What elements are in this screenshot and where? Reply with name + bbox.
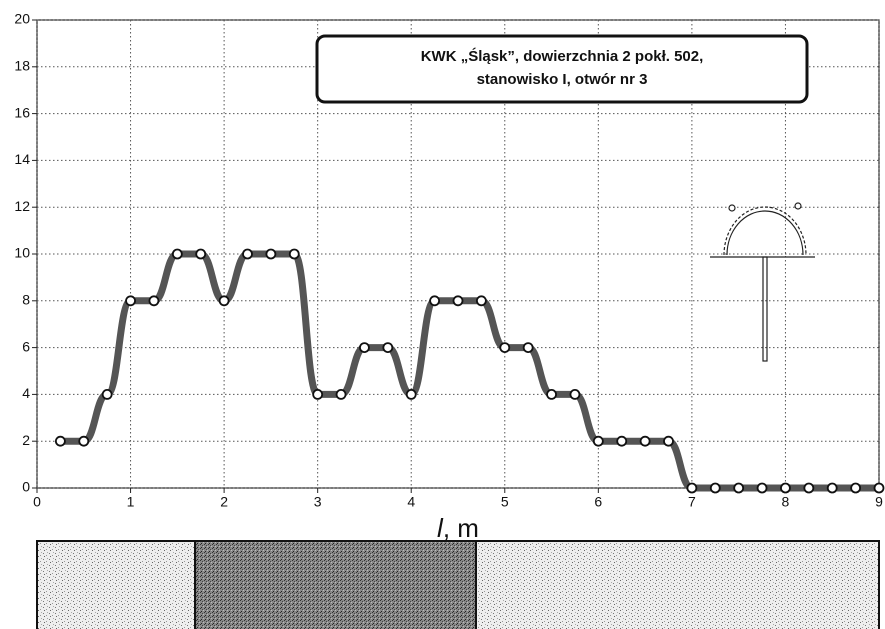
y-tick-label: 8 <box>22 292 30 308</box>
data-point <box>709 482 721 494</box>
y-tick-label: 18 <box>14 58 30 74</box>
data-point <box>382 342 394 354</box>
data-point <box>686 482 698 494</box>
data-point <box>850 482 862 494</box>
data-point <box>54 435 66 447</box>
data-point <box>616 435 628 447</box>
data-point <box>475 295 487 307</box>
data-point <box>663 435 674 447</box>
y-tick-label: 14 <box>14 151 30 167</box>
x-axis-variable: l <box>437 513 444 543</box>
x-axis-label: l, m <box>437 513 479 543</box>
data-point <box>499 342 511 354</box>
data-point <box>242 248 253 260</box>
data-point <box>733 482 745 494</box>
y-tick-label: 4 <box>22 385 30 401</box>
x-tick-label: 6 <box>594 494 602 510</box>
series-line <box>60 250 879 492</box>
y-tick-label: 10 <box>14 245 30 261</box>
y-tick-label: 16 <box>14 104 30 120</box>
data-point <box>218 295 230 307</box>
data-point <box>546 388 557 400</box>
data-point <box>288 248 300 260</box>
data-point <box>405 388 417 400</box>
data-point <box>569 388 581 400</box>
x-tick-label: 8 <box>782 494 790 510</box>
lithology-strip <box>36 540 880 629</box>
x-tick-label: 7 <box>688 494 696 510</box>
data-point <box>826 482 838 494</box>
data-point <box>780 482 791 494</box>
y-tick-label: 2 <box>22 432 30 448</box>
data-point <box>756 482 768 494</box>
x-tick-label: 9 <box>875 494 883 510</box>
x-tick-label: 2 <box>220 494 228 510</box>
x-tick-label: 3 <box>314 494 322 510</box>
x-tick-label: 0 <box>33 494 41 510</box>
chart-title: KWK „Śląsk”, dowierzchnia 2 pokł. 502, <box>421 47 704 65</box>
data-point <box>148 295 160 307</box>
data-point <box>639 435 651 447</box>
data-point <box>522 342 534 354</box>
x-tick-label: 4 <box>407 494 415 510</box>
x-tick-label: 1 <box>127 494 135 510</box>
tunnel-icon <box>710 202 815 362</box>
y-tick-label: 0 <box>22 479 30 495</box>
data-point <box>803 482 815 494</box>
data-point <box>452 295 464 307</box>
x-tick-label: 5 <box>501 494 509 510</box>
data-point <box>195 248 207 260</box>
data-point <box>265 248 277 260</box>
data-point <box>101 388 113 400</box>
y-tick-label: 6 <box>22 338 30 354</box>
data-point <box>335 388 347 400</box>
data-point <box>125 295 136 307</box>
title-box <box>315 34 809 104</box>
y-tick-label: 20 <box>14 11 30 27</box>
chart-title: stanowisko I, otwór nr 3 <box>477 71 648 88</box>
data-point <box>359 342 370 354</box>
data-point <box>78 435 90 447</box>
data-point <box>592 435 604 447</box>
data-point <box>873 482 885 494</box>
data-point <box>171 248 183 260</box>
data-point <box>429 295 441 307</box>
data-point <box>312 388 324 400</box>
x-axis-unit: , m <box>443 513 479 543</box>
y-tick-label: 12 <box>14 198 30 214</box>
